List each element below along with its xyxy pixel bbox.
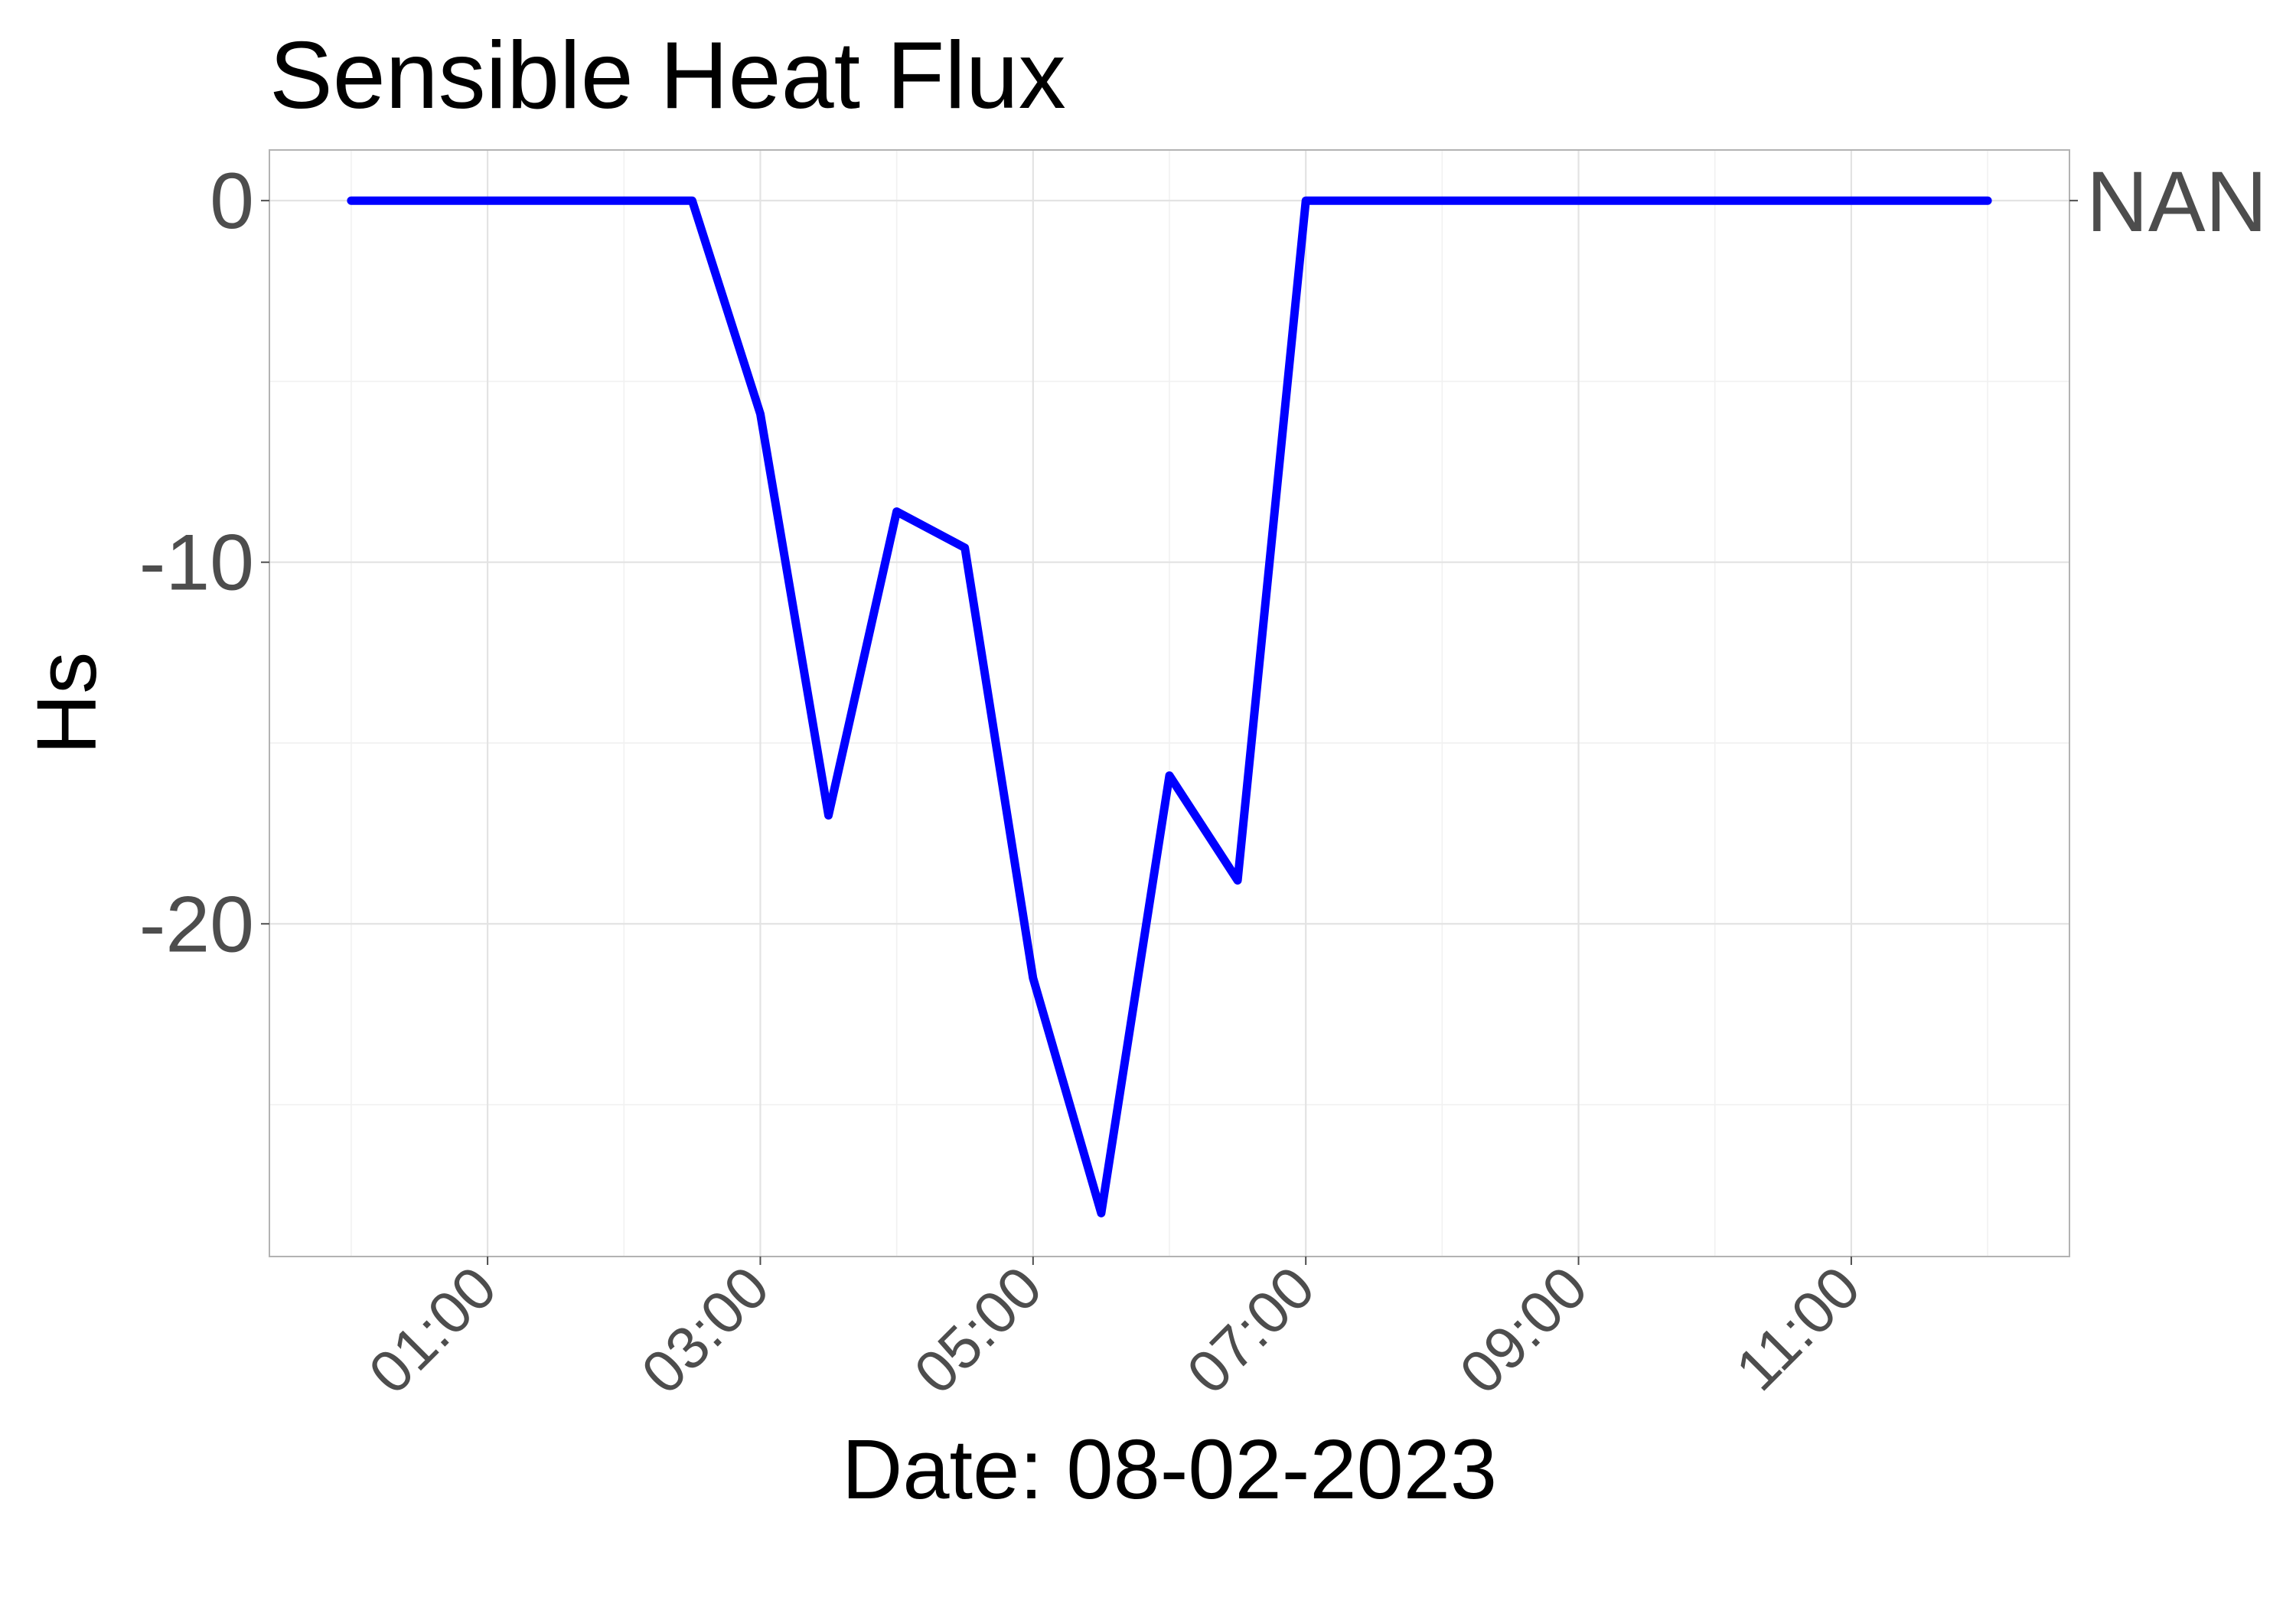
y-axis-title: Hs — [20, 652, 114, 755]
chart-title: Sensible Heat Flux — [269, 23, 1066, 129]
axis-ticks — [261, 200, 2078, 1265]
secondary-axis-label: NAN — [2086, 154, 2267, 249]
series-layer — [347, 196, 1992, 1217]
x-tick-label: 07:00 — [1174, 1253, 1327, 1407]
grid — [269, 150, 2069, 1257]
x-tick-label: 01:00 — [356, 1253, 509, 1407]
y-tick-label: -10 — [139, 519, 254, 608]
x-tick-label: 09:00 — [1446, 1253, 1600, 1407]
x-tick-label: 03:00 — [628, 1253, 781, 1407]
plot-panel — [269, 149, 2070, 1257]
series-line — [347, 196, 1992, 1217]
y-tick-label: -20 — [139, 880, 254, 969]
x-tick-label: 11:00 — [1723, 1253, 1873, 1403]
x-tick-label: 05:00 — [902, 1253, 1055, 1407]
y-tick-label: 0 — [210, 157, 254, 246]
x-axis-title: Date: 08-02-2023 — [842, 1423, 1497, 1517]
